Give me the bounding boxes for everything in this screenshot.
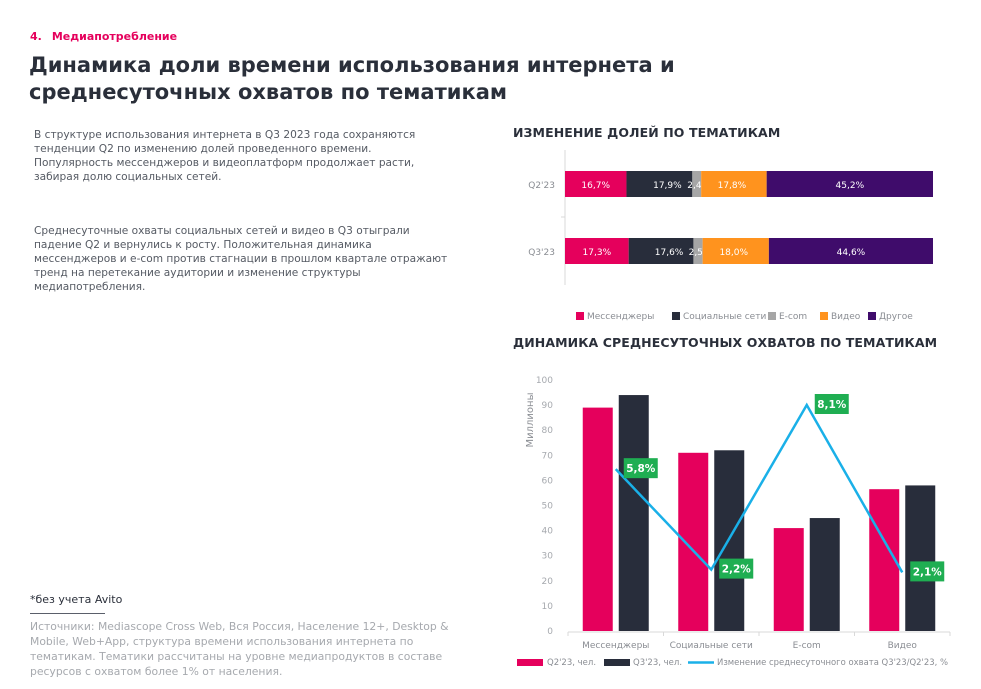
change-label: 8,1% [817,399,847,411]
change-label-box [814,394,849,414]
stacked-data-label: 45,2% [836,181,865,191]
stacked-segment-4 [702,238,769,264]
y-tick-label: 20 [542,577,554,587]
page-title: Динамика доли времени использования инте… [29,53,675,104]
stacked-legend-swatch [868,312,876,320]
reach-chart-title: ДИНАМИКА СРЕДНЕСУТОЧНЫХ ОХВАТОВ ПО ТЕМАТ… [513,335,938,350]
y-tick-label: 30 [542,552,554,562]
stacked-segment-5 [768,238,933,264]
stacked-legend-label: E-com [779,312,807,322]
stacked-legend-label: Видео [831,312,861,322]
footnote: *без учета Avito [30,593,123,606]
y-tick-label: 10 [542,602,554,612]
stacked-segment-3 [692,171,702,197]
stacked-legend-label: Мессенджеры [587,312,654,322]
stacked-segment-3 [693,238,703,264]
bar-q2 [678,452,709,631]
footnote-divider [30,613,105,614]
stacked-data-label: 2,5% [689,248,712,258]
bar-q2 [773,528,804,631]
ecom-footnote-marker: * [707,240,711,248]
stacked-segment-5 [766,171,933,197]
stacked-category-label: Q3'23 [528,248,555,258]
stacked-data-label: 18,0% [719,248,748,258]
y-tick-label: 70 [542,451,554,461]
stacked-data-label: 17,9% [653,181,682,191]
stacked-data-label: 16,7% [581,181,610,191]
section-label: 4. Медиапотребление [30,30,177,43]
y-tick-label: 40 [542,527,554,537]
stacked-legend-label: Другое [879,312,913,322]
stacked-legend-swatch [768,312,776,320]
y-tick-label: 100 [536,376,553,386]
reach-legend-label-q2: Q2'23, чел. [547,658,596,668]
paragraph-2: Среднесуточные охваты социальных сетей и… [34,225,448,293]
stacked-segment-2 [626,171,693,197]
x-category-label: E-com [793,641,821,651]
change-line [614,402,904,574]
y-tick-label: 0 [547,627,553,637]
section-name: Медиапотребление [51,30,178,43]
reach-legend-swatch-q2 [517,659,543,666]
bar-q3 [618,395,649,631]
bar-q3 [905,485,936,631]
stacked-segment-1 [565,238,629,264]
stacked-data-label: 44,6% [837,248,866,258]
x-category-label: Видео [888,641,918,651]
stacked-data-label: 2,4% [687,181,710,191]
x-category-label: Социальные сети [670,641,753,651]
stacked-legend-swatch [672,312,680,320]
section-number: 4. [30,30,42,43]
sources-note: Источники: Mediascope Cross Web, Вся Рос… [30,620,449,678]
change-label-box [623,458,658,479]
bar-q3 [809,518,840,631]
y-tick-label: 60 [542,476,554,486]
paragraph-1: В структуре использования интернета в Q3… [34,129,416,183]
stacked-segment-4 [701,171,767,197]
bar-q2 [869,489,900,631]
change-label-box [910,561,945,582]
bar-q2 [582,407,613,631]
reach-legend-swatch-q3 [604,659,630,666]
stacked-legend-label: Социальные сети [683,312,766,322]
change-label: 2,1% [913,566,943,578]
y-tick-label: 80 [542,426,554,436]
change-label: 5,8% [626,463,656,475]
y-tick-label: 50 [542,502,554,512]
stacked-segment-1 [565,171,627,197]
y-tick-label: 90 [542,401,554,411]
stacked-category-label: Q2'23 [528,181,555,191]
stacked-segment-2 [628,238,694,264]
stacked-legend-swatch [820,312,828,320]
stacked-legend-swatch [576,312,584,320]
stacked-data-label: 17,6% [655,248,684,258]
reach-legend-label-change: Изменение среднесуточного охвата Q3'23/Q… [717,658,948,668]
change-label-box [719,558,754,579]
bar-q3 [714,450,745,631]
stacked-data-label: 17,3% [583,248,612,258]
reach-legend-label-q3: Q3'23, чел. [633,658,682,668]
x-category-label: Мессенджеры [582,641,649,651]
change-label: 2,2% [722,564,752,576]
stacked-data-label: 17,8% [718,181,747,191]
stacked-chart-title: ИЗМЕНЕНИЕ ДОЛЕЙ ПО ТЕМАТИКАМ [513,125,781,140]
ecom-footnote-marker: * [705,173,709,181]
y-axis-label: Миллионы [525,393,536,448]
